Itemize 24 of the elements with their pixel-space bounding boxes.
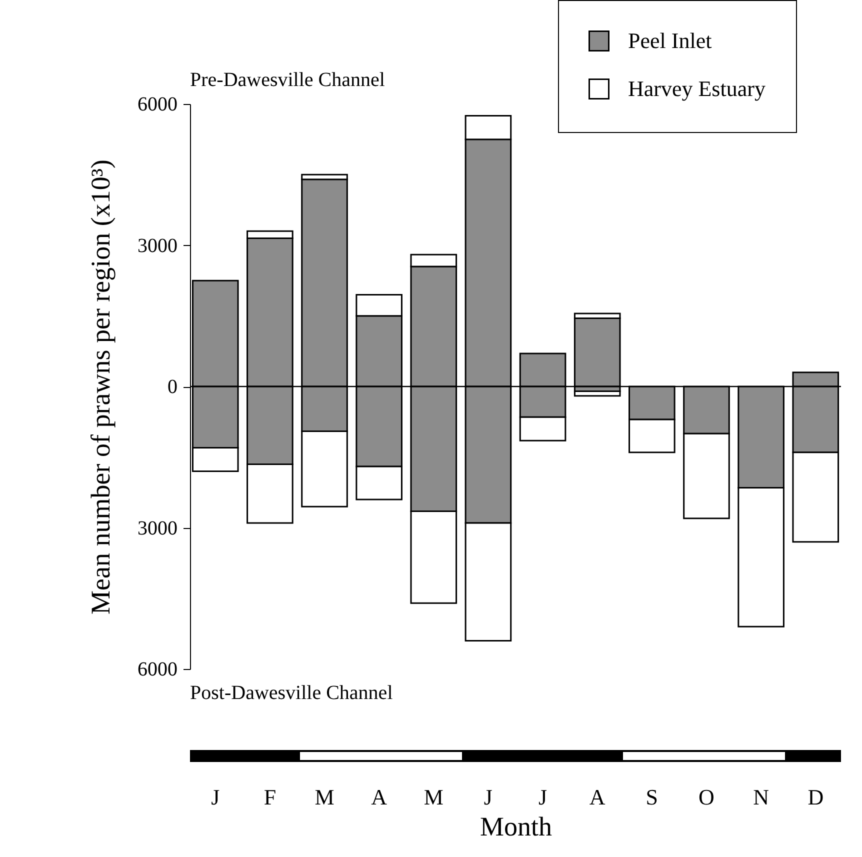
y-axis-title: Mean number of prawns per region (x10³): [86, 160, 116, 614]
x-tick-label: J: [484, 784, 493, 810]
x-tick-label: M: [424, 784, 444, 810]
text: Pre-Dawesville Channel: [190, 69, 386, 91]
x-tick-label: M: [314, 784, 334, 810]
x-tick-label: J: [538, 784, 548, 810]
x-tick-label: A: [371, 784, 388, 810]
bar: [574, 390, 621, 397]
text: Post-Dawesville Channel: [190, 682, 394, 704]
y-tick-label: 0: [168, 376, 178, 398]
x-tick-label: F: [264, 784, 276, 810]
legend-label: Harvey Estuary: [628, 76, 766, 101]
x-tick-label: N: [753, 784, 770, 810]
y-tick-label: 6000: [138, 94, 178, 116]
x-tick-label: J: [211, 784, 220, 810]
legend-label: Peel Inlet: [628, 28, 712, 53]
y-tick-label: 3000: [138, 517, 178, 540]
x-axis-title: Month: [480, 812, 552, 842]
y-tick-label: 6000: [138, 658, 178, 680]
x-tick-label: S: [646, 784, 658, 810]
x-tick-label: A: [589, 784, 606, 810]
y-tick-label: 3000: [138, 234, 178, 257]
x-tick-label: D: [808, 784, 824, 810]
x-tick-label: O: [698, 784, 714, 810]
